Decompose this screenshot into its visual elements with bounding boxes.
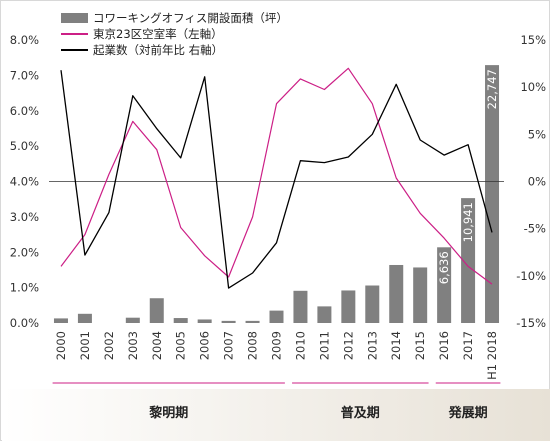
bar bbox=[413, 267, 428, 323]
period-label: 発展期 bbox=[448, 405, 488, 421]
legend: コワーキングオフィス開設面積（坪） 東京23区空室率（左軸） 起業数（対前年比 右軸… bbox=[61, 11, 288, 57]
series-line bbox=[60, 67, 493, 285]
right-axis-ticks: 15% 10% 5% 0% -5% -10% -15% bbox=[516, 33, 546, 330]
line-series bbox=[60, 67, 493, 289]
bar bbox=[125, 317, 140, 323]
right-axis-tick-label: 15% bbox=[520, 33, 546, 47]
bar bbox=[389, 264, 404, 323]
bar bbox=[437, 247, 452, 323]
bar-series bbox=[53, 65, 500, 324]
bar bbox=[293, 290, 308, 323]
x-axis-tick-label: 2009 bbox=[270, 331, 284, 360]
left-axis-tick-label: 2.0% bbox=[10, 245, 39, 259]
x-axis-tick-label: 2016 bbox=[437, 331, 451, 360]
x-axis-tick-label: 2004 bbox=[150, 331, 164, 360]
bar bbox=[461, 198, 476, 323]
x-axis-tick-label: 2011 bbox=[317, 331, 331, 360]
x-axis-tick-label: 2010 bbox=[293, 331, 307, 360]
x-axis-tick-label: H1 2018 bbox=[485, 331, 499, 380]
bar bbox=[317, 306, 332, 323]
x-axis-tick-label: 2002 bbox=[102, 331, 116, 360]
bar bbox=[341, 290, 356, 323]
x-axis-tick-label: 2008 bbox=[246, 331, 260, 360]
left-axis-tick-label: 0.0% bbox=[10, 316, 39, 330]
bar-data-label: 6,636 bbox=[437, 251, 451, 284]
legend-label: 東京23区空室率（左軸） bbox=[93, 27, 223, 41]
right-axis-tick-label: -15% bbox=[516, 316, 546, 330]
x-axis-tick-label: 2012 bbox=[341, 331, 355, 360]
x-axis-tick-label: 2006 bbox=[198, 331, 212, 360]
bar-data-label: 22,747 bbox=[485, 69, 499, 109]
left-axis-ticks: 0.0% 1.0% 2.0% 3.0% 4.0% 5.0% 6.0% 7.0% 8.0% bbox=[10, 33, 39, 330]
left-axis-tick-label: 4.0% bbox=[10, 175, 39, 189]
period-labels: 黎明期 普及期 発展期 bbox=[149, 405, 487, 421]
left-axis-tick-label: 5.0% bbox=[10, 139, 39, 153]
left-axis-tick-label: 6.0% bbox=[10, 104, 39, 118]
left-axis-tick-label: 7.0% bbox=[10, 68, 39, 82]
series-line bbox=[60, 70, 493, 289]
bar bbox=[77, 313, 92, 323]
x-axis-tick-label: 2017 bbox=[461, 331, 475, 360]
x-axis-tick-label: 2001 bbox=[78, 331, 92, 360]
x-axis-tick-label: 2013 bbox=[365, 331, 379, 360]
bar bbox=[149, 298, 164, 323]
period-band-background bbox=[2, 389, 550, 441]
x-axis-tick-label: 2015 bbox=[413, 331, 427, 360]
bar bbox=[53, 318, 68, 323]
bar bbox=[485, 65, 500, 324]
legend-label: コワーキングオフィス開設面積（坪） bbox=[93, 11, 288, 25]
bar-data-label: 10,941 bbox=[461, 202, 475, 242]
left-axis-tick-label: 1.0% bbox=[10, 281, 39, 295]
bar-data-labels: 6,636 10,941 22,747 bbox=[437, 69, 499, 284]
legend-label: 起業数（対前年比 右軸） bbox=[93, 43, 223, 57]
bar bbox=[197, 319, 212, 323]
right-axis-tick-label: 5% bbox=[528, 127, 546, 141]
period-band bbox=[2, 389, 550, 441]
x-axis-tick-label: 2005 bbox=[174, 331, 188, 360]
bar bbox=[173, 318, 188, 323]
bar bbox=[245, 320, 260, 323]
bar bbox=[269, 310, 284, 323]
period-label: 普及期 bbox=[341, 405, 380, 421]
x-axis-tick-label: 2007 bbox=[222, 331, 236, 360]
right-axis-tick-label: -5% bbox=[524, 222, 546, 236]
bar bbox=[365, 285, 380, 323]
left-axis-tick-label: 8.0% bbox=[10, 33, 39, 47]
x-axis-tick-label: 2014 bbox=[389, 331, 403, 360]
legend-swatch-bar bbox=[61, 13, 88, 23]
x-axis-tick-label: 2003 bbox=[126, 331, 140, 360]
right-axis-tick-label: -10% bbox=[516, 269, 546, 283]
right-axis-tick-label: 10% bbox=[520, 80, 546, 94]
x-axis-ticks: 2000 2001 2002 2003 2004 2005 2006 2007 2008 2009… bbox=[54, 331, 499, 380]
left-axis-tick-label: 3.0% bbox=[10, 210, 39, 224]
right-axis-tick-label: 0% bbox=[528, 175, 546, 189]
x-axis-tick-label: 2000 bbox=[54, 331, 68, 360]
period-label: 黎明期 bbox=[149, 405, 188, 421]
bar bbox=[221, 320, 236, 323]
